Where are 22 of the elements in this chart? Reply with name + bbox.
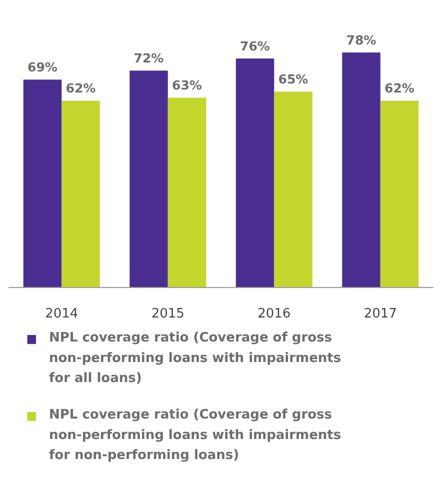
legend-label: NPL coverage ratio (Coverage of gross non-performing loans with impairments for non-performing loans) bbox=[48, 408, 342, 463]
data-label: 62% bbox=[384, 80, 415, 96]
x-tick-label: 2015 bbox=[151, 306, 184, 322]
bar bbox=[274, 92, 312, 288]
bar bbox=[380, 100, 419, 288]
bar bbox=[23, 80, 62, 288]
bar bbox=[342, 52, 380, 288]
x-tick-label: 2017 bbox=[364, 306, 397, 322]
data-label: 76% bbox=[240, 38, 270, 54]
data-label: 78% bbox=[346, 32, 377, 48]
data-label: 63% bbox=[172, 78, 202, 93]
x-tick-label: 2016 bbox=[258, 306, 291, 322]
data-label: 62% bbox=[66, 80, 96, 96]
legend-label: NPL coverage ratio (Coverage of gross non-performing loans with impairments for all loans) bbox=[48, 330, 342, 386]
bar bbox=[62, 100, 100, 288]
data-label: 72% bbox=[134, 50, 164, 66]
bar bbox=[130, 70, 168, 288]
data-label: 65% bbox=[278, 72, 309, 87]
data-label: 69% bbox=[28, 60, 58, 75]
bar bbox=[168, 98, 206, 288]
x-tick-label: 2014 bbox=[45, 306, 78, 322]
bar bbox=[236, 58, 274, 288]
